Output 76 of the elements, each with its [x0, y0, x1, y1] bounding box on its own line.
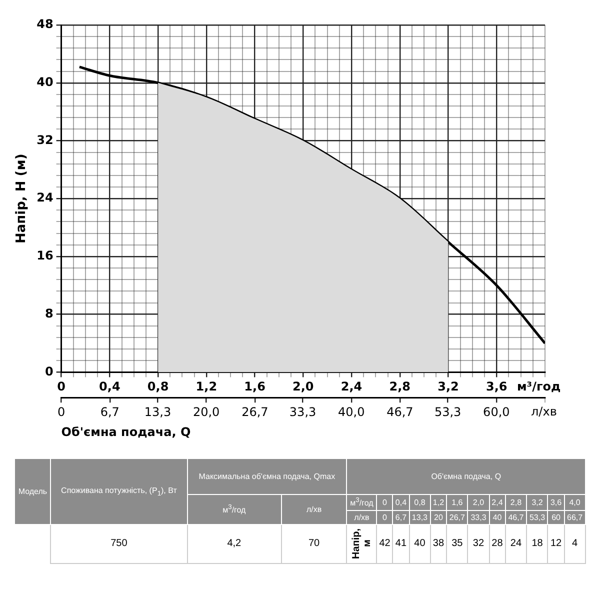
x-tick-label: 3,6: [486, 380, 508, 394]
y-tick-label: 40: [36, 74, 54, 89]
x-tick-label: 1,2: [196, 380, 218, 394]
text: 2,0: [468, 494, 490, 510]
text: 24: [505, 524, 527, 564]
text: м$^{3}$/год: [346, 494, 377, 510]
x2-tick-label: 26,7: [242, 404, 268, 419]
x-tick-label: 0,4: [99, 380, 120, 394]
x-tick-label: 2,0: [292, 380, 314, 394]
text: 53,3: [526, 510, 548, 524]
text: л/хв: [346, 510, 377, 524]
x2-tick-label: 33,3: [289, 404, 316, 419]
x-tick-label: 0,8: [147, 380, 169, 394]
text: 0: [376, 494, 393, 510]
text: 3,2: [526, 494, 548, 510]
text: Максимальна об'ємна подача, Qmax: [187, 458, 347, 494]
text: 38: [430, 524, 447, 564]
x2-tick-label: 13,3: [144, 404, 172, 419]
x2-tick-label: 6,7: [100, 404, 120, 419]
x2-tick-label: 60,0: [483, 404, 510, 419]
x2-axis-title: л/хв: [531, 404, 557, 419]
text: 46,7: [505, 510, 527, 524]
y-axis-title: Напір, H (м): [14, 154, 30, 244]
text: 40: [409, 524, 430, 564]
x2-tick-label: 0: [57, 404, 66, 419]
text: 32: [468, 524, 490, 564]
x-tick-label: 0: [57, 380, 66, 394]
text: 18: [526, 524, 548, 564]
text: 60: [548, 510, 564, 524]
text: 40: [489, 510, 506, 524]
text: 12: [548, 524, 564, 564]
text: 4,0: [564, 494, 586, 510]
text: 0: [376, 510, 393, 524]
text: 0,4: [392, 494, 410, 510]
text: Модель: [14, 458, 51, 524]
text: 3,6: [548, 494, 564, 510]
x-tick-label: 2,4: [340, 380, 362, 394]
y-tick-label: 8: [44, 306, 54, 320]
text: 4: [564, 524, 586, 564]
text: Об'ємна подача, Q: [346, 458, 586, 494]
text: 6,7: [392, 510, 410, 524]
text: 42: [376, 524, 393, 564]
text: 13,3: [409, 510, 430, 524]
y-tick-label: 32: [36, 132, 54, 147]
text: 4,2: [187, 524, 282, 564]
text: 41: [392, 524, 410, 564]
text: 20: [430, 510, 447, 524]
y-tick-label: 16: [36, 248, 54, 263]
y-tick-label: 24: [36, 190, 54, 205]
text: 26,7: [446, 510, 468, 524]
text: м$^{3}$/год: [187, 494, 282, 524]
text: 35: [446, 524, 468, 564]
x-tick-label: 2,8: [389, 380, 411, 394]
text: 70: [281, 524, 347, 564]
x2-tick-label: 20,0: [192, 404, 220, 419]
x2-tick-label: 46,7: [386, 404, 414, 419]
x2-tick-label: 40,0: [338, 404, 365, 419]
x-tick-label: 1,6: [244, 380, 266, 394]
x2-tick-label: 53,3: [434, 404, 462, 419]
text: 28: [489, 524, 506, 564]
text: 750: [50, 524, 188, 564]
x-tick-label: 3,2: [438, 380, 459, 394]
text: Об'ємна подача, Q: [61, 425, 191, 440]
text: 33,3: [468, 510, 490, 524]
text: л/хв: [281, 494, 347, 524]
text: 1,6: [446, 494, 468, 510]
text: 66,7: [564, 510, 586, 524]
text: 0,8: [409, 494, 430, 510]
text: Споживана потужність, (P$_{1}$), Вт: [50, 458, 188, 524]
text: 1,2: [430, 494, 447, 510]
y-tick-label: 48: [36, 17, 54, 32]
text: 2,8: [505, 494, 527, 510]
x-axis-title: м³/год: [517, 379, 561, 394]
text: 2,4: [489, 494, 506, 510]
y-tick-label: 0: [44, 364, 54, 378]
text: Напір, м: [346, 524, 377, 564]
